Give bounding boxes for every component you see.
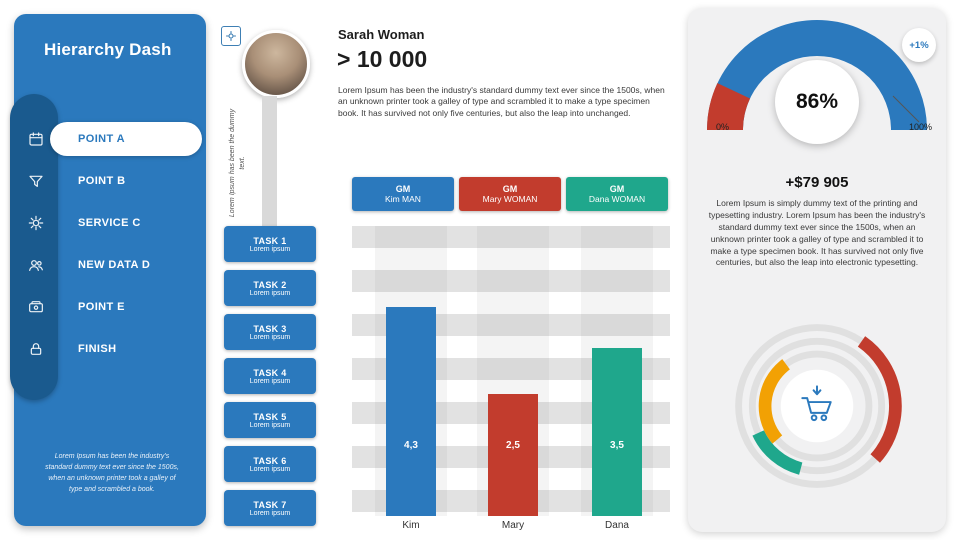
column-band-kim: 4,3	[375, 226, 447, 516]
task-button-5[interactable]: TASK 5 Lorem ipsum	[224, 402, 316, 438]
task-sub: Lorem ipsum	[249, 377, 291, 385]
gauge-main-arc	[707, 20, 927, 131]
x-axis-label-dana: Dana	[605, 520, 629, 531]
task-button-3[interactable]: TASK 3 Lorem ipsum	[224, 314, 316, 350]
task-sub: Lorem ipsum	[249, 509, 291, 517]
x-axis-labels: Kim Mary Dana	[352, 520, 670, 536]
manager-name: Dana WOMAN	[588, 194, 646, 204]
task-sub: Lorem ipsum	[249, 289, 291, 297]
gauge-pointer	[892, 95, 920, 123]
task-label: TASK 4	[253, 367, 287, 378]
manager-button-mary[interactable]: GM Mary WOMAN	[459, 177, 561, 211]
task-sub: Lorem ipsum	[249, 333, 291, 341]
manager-button-dana[interactable]: GM Dana WOMAN	[566, 177, 668, 211]
task-button-2[interactable]: TASK 2 Lorem ipsum	[224, 270, 316, 306]
bar-kim[interactable]: 4,3	[386, 307, 436, 516]
ring-segment-red	[732, 321, 902, 491]
sidebar-item-point-a[interactable]: POINT A	[14, 118, 206, 160]
task-label: TASK 6	[253, 455, 287, 466]
task-button-6[interactable]: TASK 6 Lorem ipsum	[224, 446, 316, 482]
x-axis-label-mary: Mary	[501, 520, 525, 531]
lock-icon	[14, 341, 58, 357]
wallet-icon	[14, 299, 58, 315]
manager-name: Mary WOMAN	[482, 194, 538, 204]
bar-chart: 4,3 2,5 3,5 Kim Mary Dana	[352, 226, 670, 531]
gauge-min-label: 0%	[716, 122, 730, 132]
gauge-chart	[707, 20, 927, 131]
manager-name: Kim MAN	[385, 194, 421, 204]
users-icon	[14, 257, 58, 273]
summary-amount: +$79 905	[785, 174, 849, 191]
column-band-mary: 2,5	[477, 226, 549, 516]
gear-icon	[14, 215, 58, 231]
grid-stripe	[352, 226, 670, 248]
column-band-dana: 3,5	[581, 226, 653, 516]
sidebar-item-label: NEW DATA D	[78, 259, 151, 271]
cart-icon	[801, 385, 832, 422]
gauge-delta-badge: +1%	[902, 28, 936, 62]
sidebar-item-new-data-d[interactable]: NEW DATA D	[14, 244, 206, 286]
task-list: TASK 1 Lorem ipsum TASK 2 Lorem ipsum TA…	[224, 226, 316, 526]
task-label: TASK 2	[253, 279, 287, 290]
task-label: TASK 7	[253, 499, 287, 510]
sidebar-item-finish[interactable]: FINISH	[14, 328, 206, 370]
calendar-icon	[14, 131, 58, 147]
task-label: TASK 5	[253, 411, 287, 422]
task-label: TASK 3	[253, 323, 287, 334]
stats-panel: 86% 0% 100% +1% +$79 905 Lorem Ipsum is …	[688, 8, 946, 532]
filter-icon	[14, 173, 58, 189]
task-button-7[interactable]: TASK 7 Lorem ipsum	[224, 490, 316, 526]
task-button-1[interactable]: TASK 1 Lorem ipsum	[224, 226, 316, 262]
sidebar-item-label: POINT A	[50, 122, 202, 156]
profile-name: Sarah Woman	[338, 27, 425, 42]
task-sub: Lorem ipsum	[249, 245, 291, 253]
grid-stripe	[352, 270, 670, 292]
profile-card-icon	[221, 26, 241, 46]
ring-segment-teal	[745, 334, 889, 478]
manager-button-kim[interactable]: GM Kim MAN	[352, 177, 454, 211]
task-button-4[interactable]: TASK 4 Lorem ipsum	[224, 358, 316, 394]
task-sub: Lorem ipsum	[249, 465, 291, 473]
gauge-secondary-arc	[707, 83, 751, 131]
profile-description: Lorem Ipsum has been the industry's stan…	[338, 85, 665, 118]
avatar	[242, 30, 310, 98]
bar-value-label: 4,3	[404, 440, 418, 451]
vertical-note: Lorem Ipsum has been the dummy text.	[229, 108, 246, 218]
bar-value-label: 2,5	[506, 440, 520, 451]
sidebar-footer-text: Lorem Ipsum has been the industry's stan…	[45, 453, 179, 493]
sidebar-item-label: POINT E	[78, 301, 125, 313]
sidebar-nav: POINT A POINT B SERVICE C NEW DATA D	[14, 118, 206, 370]
manager-title: GM	[502, 184, 518, 194]
ring-chart	[732, 321, 902, 491]
gauge-value: 86%	[775, 60, 859, 144]
summary-description: Lorem Ipsum is simply dummy text of the …	[708, 198, 926, 268]
sidebar-item-label: SERVICE C	[78, 217, 141, 229]
bar-mary[interactable]: 2,5	[488, 394, 538, 516]
task-label: TASK 1	[253, 235, 287, 246]
sidebar-item-point-e[interactable]: POINT E	[14, 286, 206, 328]
x-axis-label-kim: Kim	[402, 520, 420, 531]
bar-value-label: 3,5	[610, 440, 624, 451]
profile-value: > 10 000	[337, 46, 428, 72]
task-sub: Lorem ipsum	[249, 421, 291, 429]
gauge-max-label: 100%	[908, 122, 932, 132]
sidebar-item-label: FINISH	[78, 343, 117, 355]
sidebar-item-label: POINT B	[78, 175, 126, 187]
manager-title: GM	[609, 184, 625, 194]
sidebar: Hierarchy Dash POINT A POINT B SERVICE C	[10, 14, 206, 526]
ring-center-circle	[780, 369, 854, 443]
ring-track-middle	[748, 337, 886, 475]
vertical-connector	[262, 96, 277, 226]
app-title: Hierarchy Dash	[44, 40, 172, 59]
sidebar-item-service-c[interactable]: SERVICE C	[14, 202, 206, 244]
manager-buttons: GM Kim MAN GM Mary WOMAN GM Dana WOMAN	[352, 177, 668, 211]
bar-dana[interactable]: 3,5	[592, 347, 642, 516]
manager-title: GM	[395, 184, 411, 194]
sidebar-item-point-b[interactable]: POINT B	[14, 160, 206, 202]
